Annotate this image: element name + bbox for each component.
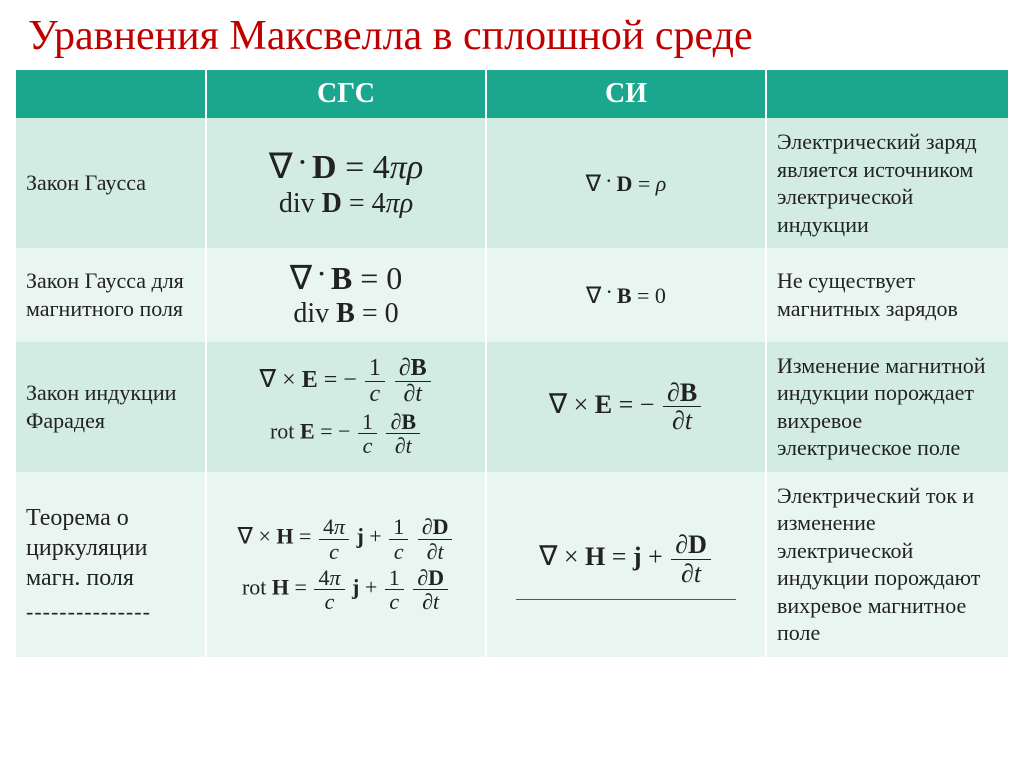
cgs-formula: ∇·D = 4πρ div D = 4πρ (206, 118, 486, 248)
cgs-formula: ∇·B = 0 div B = 0 (206, 248, 486, 342)
law-name: Закон индукции Фарадея (16, 342, 206, 472)
si-formula: ∇ × H = j + ∂D∂t (486, 472, 766, 657)
law-description: Электрический заряд является источником … (766, 118, 1008, 248)
law-name: Закон Гаусса для магнитного поля (16, 248, 206, 342)
si-formula: ∇·B = 0 (486, 248, 766, 342)
law-description: Не существует магнитных зарядов (766, 248, 1008, 342)
table-row: Теорема о циркуляции магн. поля --------… (16, 472, 1008, 657)
si-formula: ∇ × E = − ∂B∂t (486, 342, 766, 472)
under-rule (516, 599, 735, 600)
law-name-text: Теорема о циркуляции магн. поля (26, 505, 148, 591)
table-header-row: СГС СИ (16, 70, 1008, 118)
header-name (16, 70, 206, 118)
cgs-formula: ∇ × E = − 1c ∂B∂t rot E = − 1c ∂B∂t (206, 342, 486, 472)
si-formula: ∇·D = ρ (486, 118, 766, 248)
page-title: Уравнения Максвелла в сплошной среде (28, 12, 1008, 60)
table-row: Закон Гаусса для магнитного поля ∇·B = 0… (16, 248, 1008, 342)
law-name: Закон Гаусса (16, 118, 206, 248)
table-row: Закон индукции Фарадея ∇ × E = − 1c ∂B∂t… (16, 342, 1008, 472)
law-name: Теорема о циркуляции магн. поля --------… (16, 472, 206, 657)
law-name-dashes: --------------- (26, 599, 195, 625)
law-description: Электрический ток и изменение электричес… (766, 472, 1008, 657)
table-row: Закон Гаусса ∇·D = 4πρ div D = 4πρ ∇·D =… (16, 118, 1008, 248)
header-desc (766, 70, 1008, 118)
cgs-formula: ∇ × H = 4πc j + 1c ∂D∂t rot H = 4πc j + … (206, 472, 486, 657)
maxwell-equations-table: СГС СИ Закон Гаусса ∇·D = 4πρ div D = 4π… (16, 70, 1008, 657)
header-si: СИ (486, 70, 766, 118)
header-cgs: СГС (206, 70, 486, 118)
law-description: Изменение магнитной индукции порождает в… (766, 342, 1008, 472)
